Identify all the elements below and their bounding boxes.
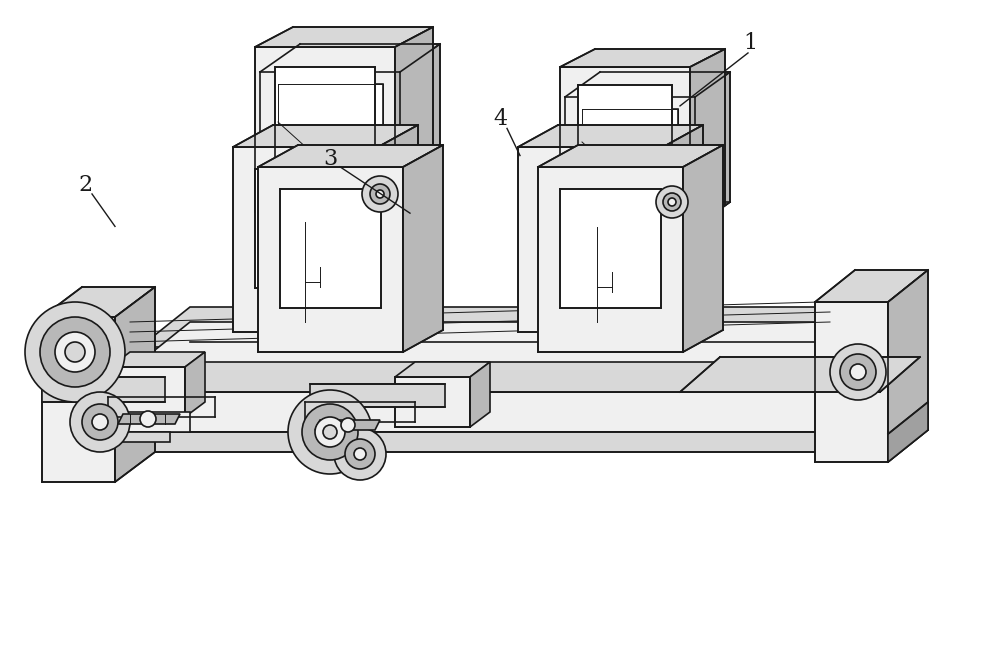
Circle shape [345, 439, 375, 469]
Circle shape [850, 364, 866, 380]
Polygon shape [258, 145, 443, 167]
Polygon shape [538, 145, 723, 167]
Polygon shape [260, 44, 440, 72]
Circle shape [25, 302, 125, 402]
Polygon shape [255, 27, 433, 47]
Polygon shape [185, 352, 205, 417]
Polygon shape [815, 302, 888, 462]
Polygon shape [278, 84, 383, 192]
Circle shape [65, 342, 85, 362]
Polygon shape [683, 145, 723, 352]
Polygon shape [118, 414, 180, 424]
Polygon shape [400, 44, 440, 212]
Polygon shape [260, 184, 440, 212]
Polygon shape [110, 352, 205, 367]
Polygon shape [538, 167, 683, 352]
Polygon shape [378, 125, 418, 332]
Polygon shape [565, 202, 730, 227]
Polygon shape [395, 27, 433, 212]
Circle shape [354, 448, 366, 460]
Polygon shape [395, 362, 490, 377]
Polygon shape [565, 72, 600, 227]
Circle shape [370, 184, 390, 204]
Polygon shape [582, 109, 678, 207]
Circle shape [70, 392, 130, 452]
Circle shape [55, 332, 95, 372]
Polygon shape [42, 317, 115, 482]
Circle shape [140, 411, 156, 427]
Polygon shape [255, 169, 356, 288]
Polygon shape [115, 287, 155, 482]
Polygon shape [233, 125, 418, 147]
Circle shape [668, 198, 676, 206]
Polygon shape [140, 322, 920, 362]
Polygon shape [42, 287, 155, 317]
Circle shape [334, 428, 386, 480]
Circle shape [656, 186, 688, 218]
Polygon shape [560, 67, 690, 222]
Polygon shape [280, 189, 381, 308]
Polygon shape [663, 125, 703, 332]
Polygon shape [315, 420, 380, 430]
Polygon shape [560, 49, 725, 67]
Polygon shape [275, 67, 375, 172]
Polygon shape [815, 270, 928, 302]
Text: 2: 2 [78, 174, 92, 197]
Polygon shape [540, 169, 641, 288]
Polygon shape [140, 307, 920, 347]
Circle shape [840, 354, 876, 390]
Polygon shape [403, 145, 443, 352]
Circle shape [92, 414, 108, 430]
Polygon shape [518, 125, 703, 147]
Polygon shape [680, 357, 920, 392]
Polygon shape [112, 432, 170, 442]
Polygon shape [310, 384, 445, 407]
Polygon shape [42, 377, 165, 402]
Polygon shape [888, 402, 928, 462]
Circle shape [302, 404, 358, 460]
Polygon shape [112, 412, 190, 432]
Polygon shape [695, 72, 730, 227]
Polygon shape [518, 147, 663, 332]
Circle shape [40, 317, 110, 387]
Polygon shape [260, 44, 300, 212]
Polygon shape [690, 49, 725, 222]
Polygon shape [258, 167, 403, 352]
Polygon shape [578, 85, 672, 186]
Text: 3: 3 [323, 148, 337, 170]
Polygon shape [395, 377, 470, 427]
Circle shape [376, 190, 384, 198]
Polygon shape [140, 342, 920, 392]
Circle shape [663, 193, 681, 211]
Circle shape [323, 425, 337, 439]
Polygon shape [470, 362, 490, 427]
Circle shape [830, 344, 886, 400]
Polygon shape [233, 147, 378, 332]
Circle shape [315, 417, 345, 447]
Polygon shape [110, 367, 185, 417]
Polygon shape [90, 432, 820, 452]
Polygon shape [90, 392, 870, 432]
Text: 1: 1 [743, 32, 757, 54]
Polygon shape [255, 47, 395, 212]
Circle shape [362, 176, 398, 212]
Circle shape [341, 418, 355, 432]
Circle shape [288, 390, 372, 474]
Polygon shape [560, 189, 661, 308]
Polygon shape [820, 392, 870, 452]
Polygon shape [888, 270, 928, 462]
Circle shape [82, 404, 118, 440]
Text: 4: 4 [493, 108, 507, 130]
Polygon shape [565, 72, 730, 97]
